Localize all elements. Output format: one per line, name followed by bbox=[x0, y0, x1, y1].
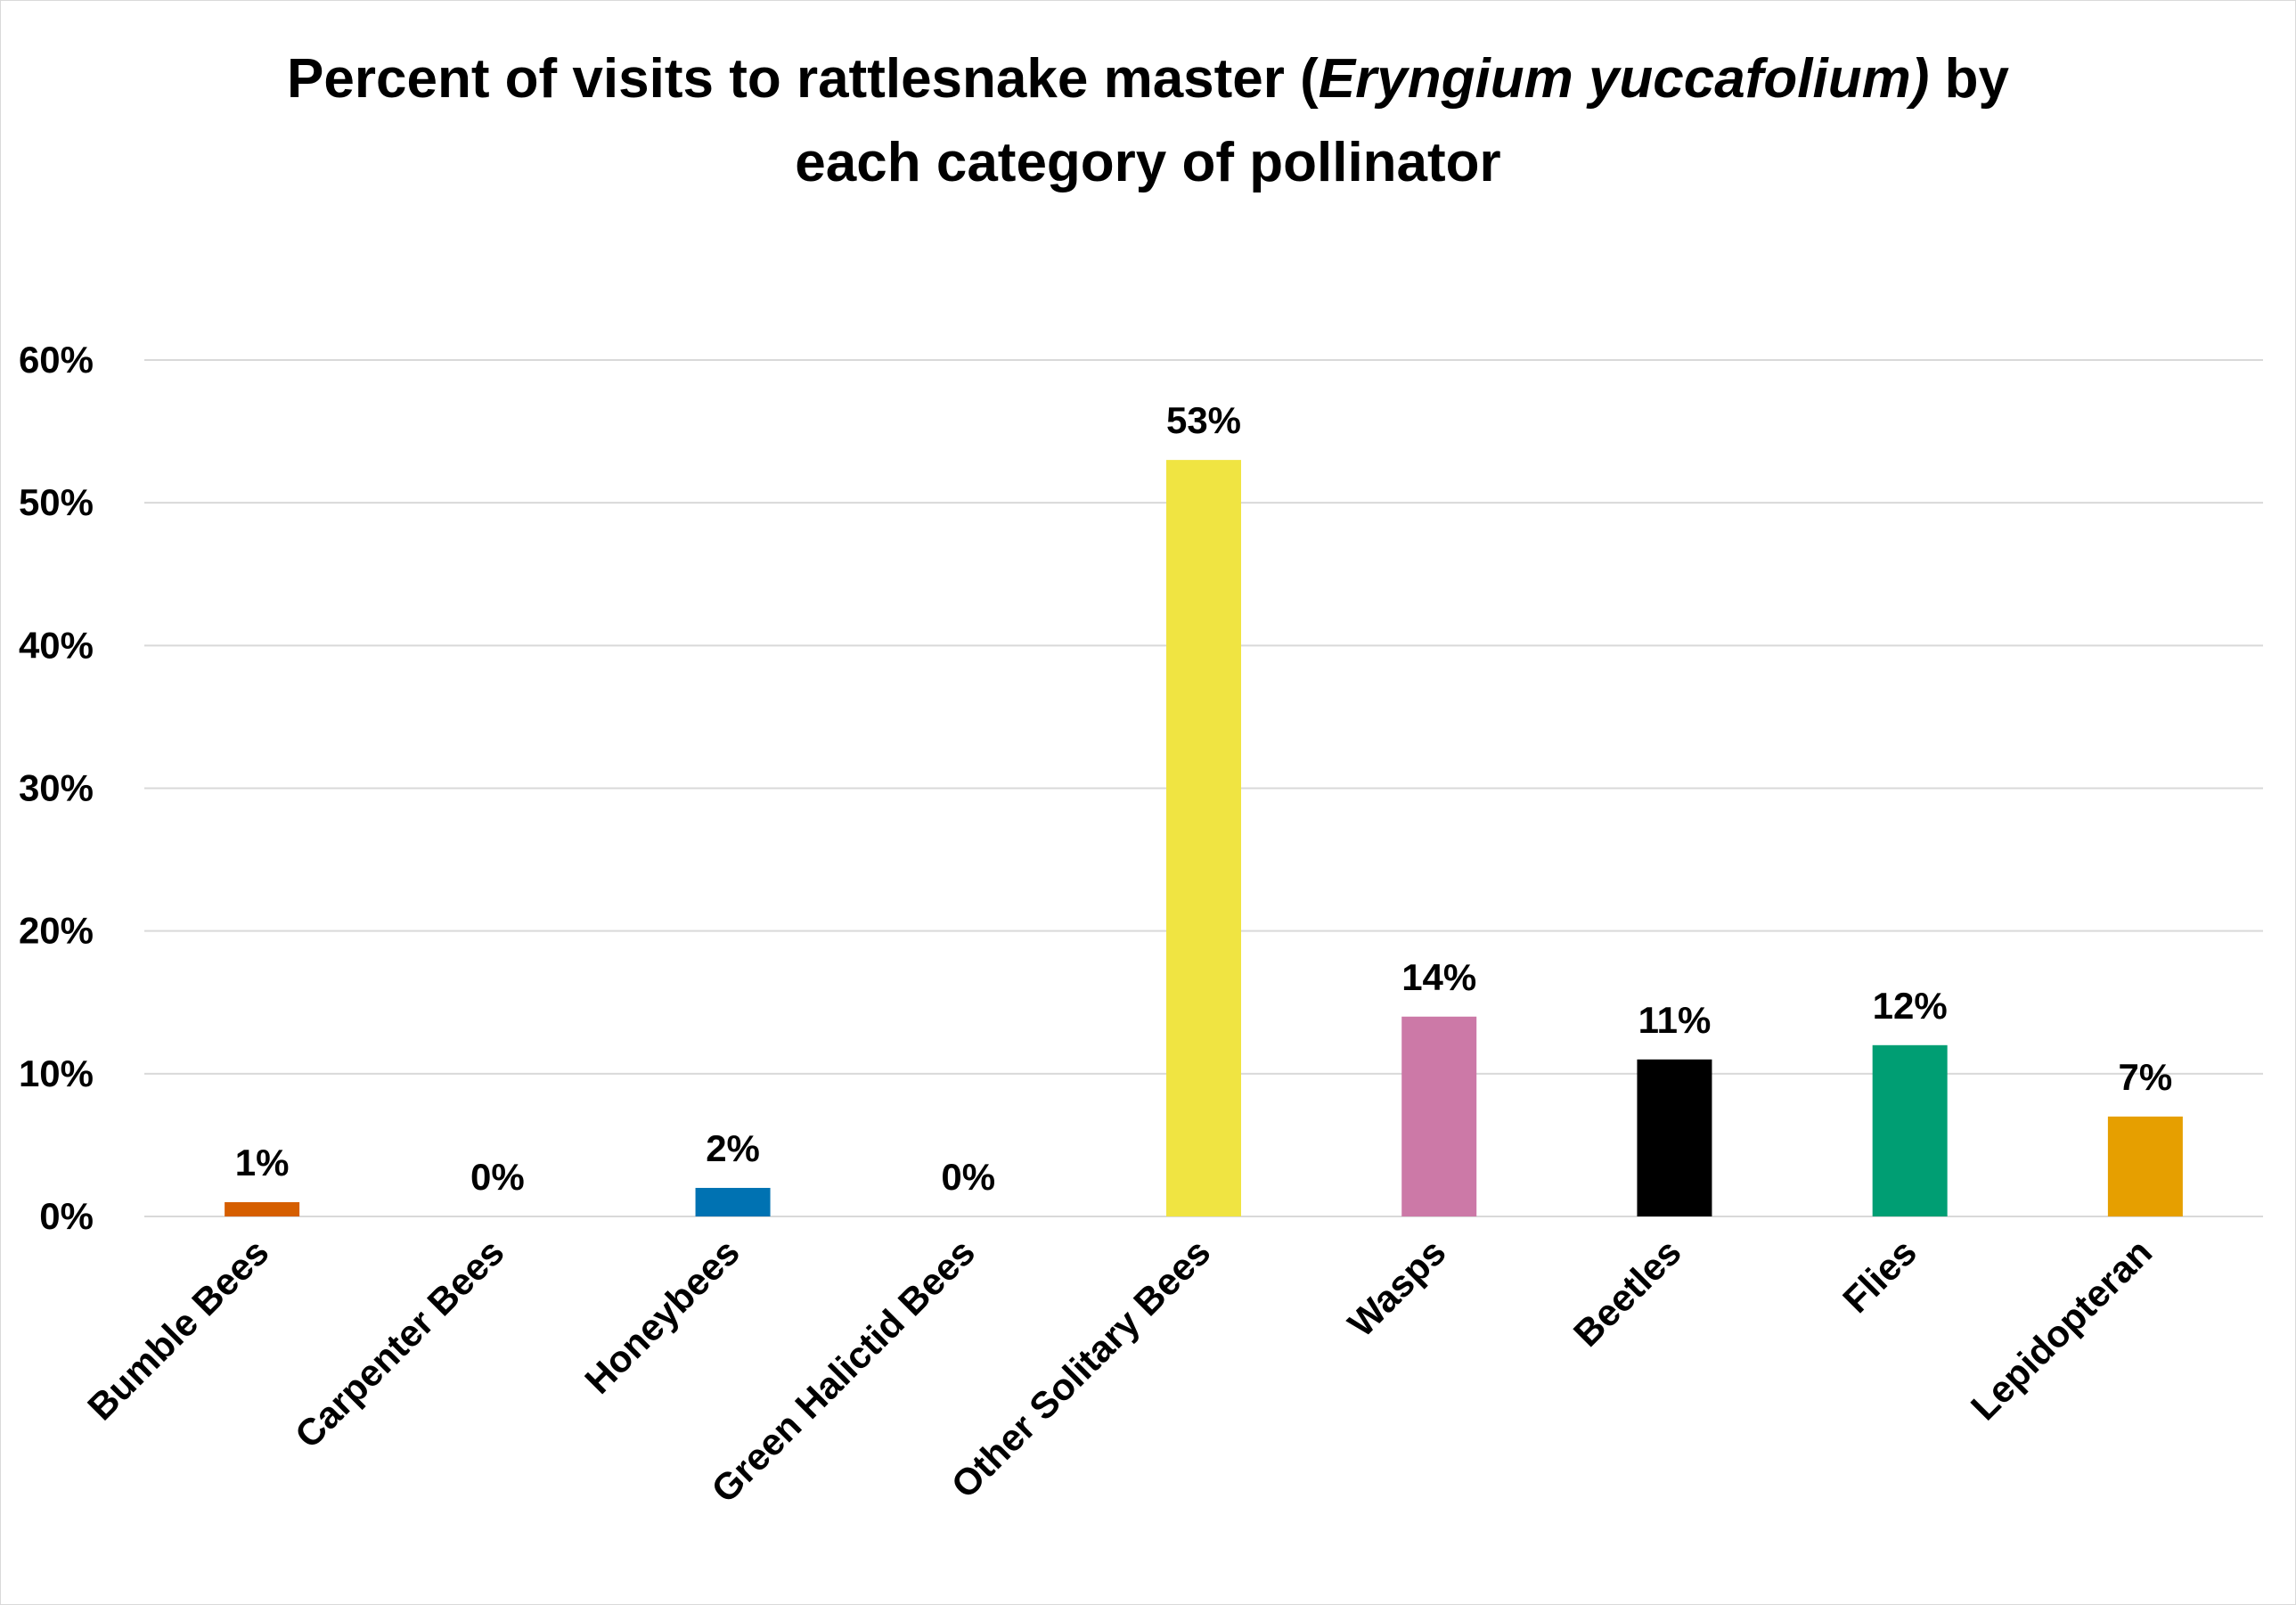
x-tick-label-honeybees: Honeybees bbox=[576, 1231, 748, 1402]
bars bbox=[225, 460, 2183, 1216]
bar-honeybees bbox=[695, 1187, 771, 1216]
data-label-wasps: 14% bbox=[1401, 956, 1476, 998]
x-tick-label-beetles: Beetles bbox=[1565, 1231, 1689, 1355]
y-tick-label: 30% bbox=[19, 767, 94, 809]
chart-title-line-1: Percent of visits to rattlesnake master … bbox=[0, 37, 2296, 121]
chart-title-part-1: Percent of visits to rattlesnake master … bbox=[287, 48, 1319, 110]
data-labels: 1% 0% 2% 0% 53% 14% 11% 12% 7% bbox=[235, 399, 2172, 1198]
data-label-green-halictid-bees: 0% bbox=[941, 1156, 995, 1198]
x-tick-label-other-solitary-bees: Other Solitary Bees bbox=[943, 1231, 1218, 1506]
x-axis-tick-labels: Bumble Bees Carpenter Bees HoneybeesGreen … bbox=[79, 1231, 2160, 1511]
chart-title-part-2: by bbox=[1929, 48, 2009, 110]
x-tick-label-bumble-bees: Bumble Bees bbox=[79, 1231, 276, 1428]
bar-wasps bbox=[1401, 1016, 1477, 1216]
bar-beetles bbox=[1637, 1059, 1712, 1216]
y-tick-label: 40% bbox=[19, 624, 94, 666]
data-label-honeybees: 2% bbox=[706, 1127, 760, 1169]
data-label-lepidopteran: 7% bbox=[2119, 1056, 2173, 1098]
y-tick-label: 50% bbox=[19, 481, 94, 523]
x-tick-label-green-halictid-bees: Green Halictid Bees bbox=[703, 1231, 983, 1511]
y-tick-label: 20% bbox=[19, 910, 94, 952]
chart-title: Percent of visits to rattlesnake master … bbox=[0, 37, 2296, 205]
y-tick-label: 60% bbox=[19, 339, 94, 381]
bar-lepidopteran bbox=[2107, 1116, 2183, 1216]
bar-flies bbox=[1872, 1044, 1948, 1216]
x-tick-label-carpenter-bees: Carpenter Bees bbox=[287, 1231, 512, 1456]
y-axis-tick-labels: 0% 10% 20% 30% 40% 50% 60% bbox=[19, 339, 94, 1237]
chart-title-line-2: each category of pollinator bbox=[795, 132, 1501, 193]
y-tick-label: 0% bbox=[39, 1195, 94, 1237]
data-label-carpenter-bees: 0% bbox=[470, 1156, 525, 1198]
data-label-bumble-bees: 1% bbox=[235, 1142, 290, 1183]
y-tick-label: 10% bbox=[19, 1052, 94, 1094]
chart-title-species: Eryngium yuccafolium) bbox=[1318, 48, 1930, 110]
x-tick-label-lepidopteran: Lepidopteran bbox=[1963, 1231, 2160, 1428]
data-label-other-solitary-bees: 53% bbox=[1166, 399, 1241, 441]
data-label-beetles: 11% bbox=[1638, 999, 1712, 1041]
bar-bumble-bees bbox=[225, 1201, 300, 1216]
x-tick-label-flies: Flies bbox=[1834, 1231, 1924, 1321]
bar-other-solitary-bees bbox=[1166, 460, 1241, 1216]
data-label-flies: 12% bbox=[1873, 985, 1948, 1027]
x-tick-label-wasps: Wasps bbox=[1340, 1231, 1454, 1345]
